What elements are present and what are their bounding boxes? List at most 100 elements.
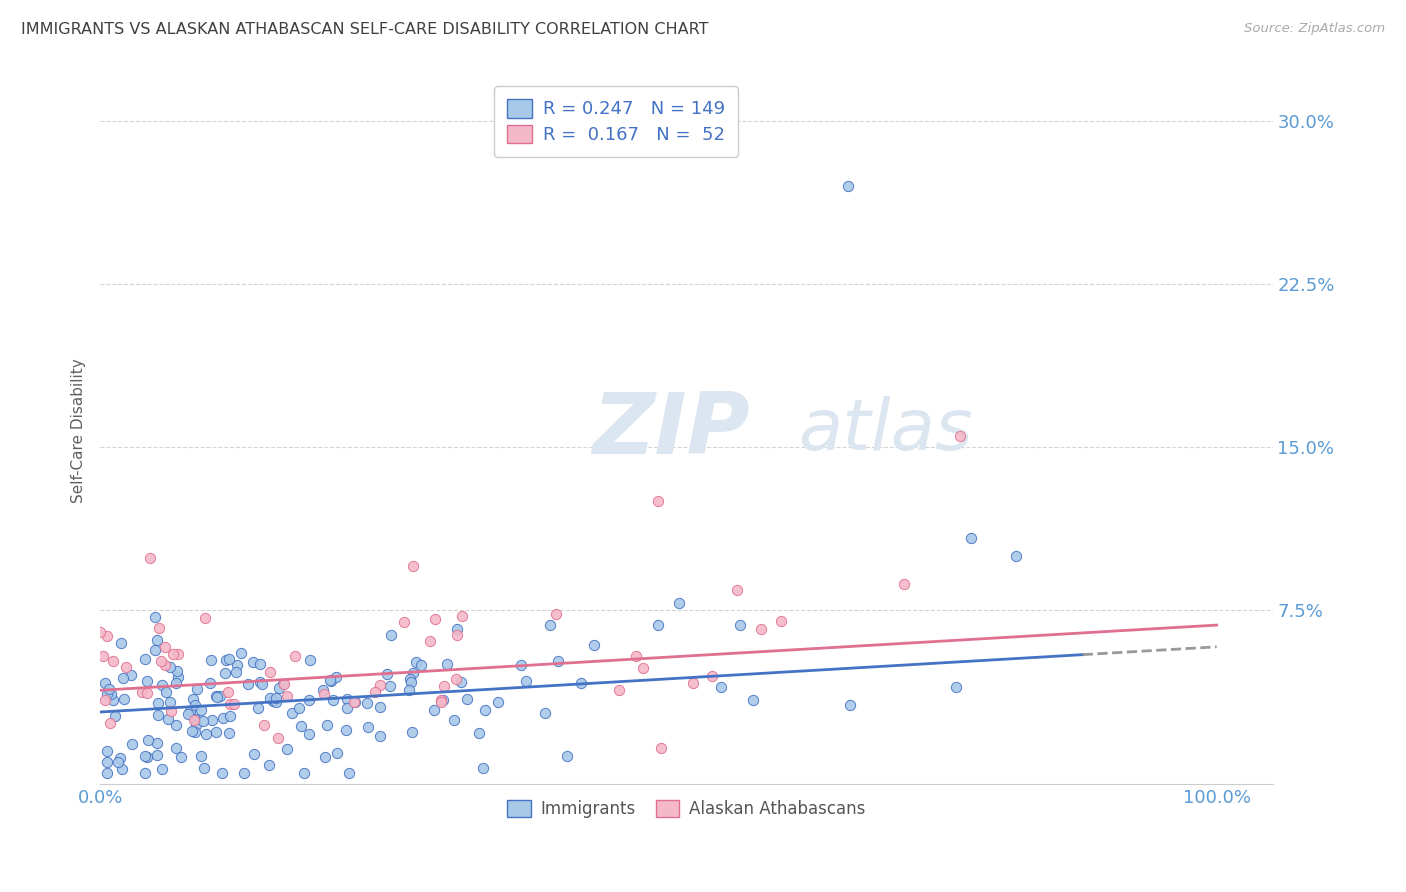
- Point: [143, 643, 166, 657]
- Point: [392, 615, 415, 629]
- Point: [159, 695, 181, 709]
- Point: [149, 654, 172, 668]
- Point: [312, 682, 335, 697]
- Point: [264, 695, 287, 709]
- Point: [288, 701, 311, 715]
- Point: [960, 531, 983, 545]
- Point: [91, 648, 114, 663]
- Point: [298, 727, 321, 741]
- Point: [510, 658, 533, 673]
- Point: [433, 679, 456, 693]
- Point: [193, 761, 215, 775]
- Point: [837, 179, 859, 194]
- Point: [200, 653, 222, 667]
- Point: [247, 701, 270, 715]
- Point: [839, 698, 862, 713]
- Point: [107, 755, 129, 769]
- Point: [281, 706, 304, 720]
- Point: [134, 765, 156, 780]
- Point: [233, 765, 256, 780]
- Point: [184, 698, 207, 713]
- Point: [217, 685, 239, 699]
- Point: [284, 649, 307, 664]
- Point: [607, 683, 630, 698]
- Point: [402, 559, 425, 574]
- Y-axis label: Self-Care Disability: Self-Care Disability: [72, 359, 86, 503]
- Point: [555, 749, 578, 764]
- Point: [135, 686, 157, 700]
- Point: [710, 680, 733, 694]
- Point: [290, 719, 312, 733]
- Point: [364, 685, 387, 699]
- Point: [298, 693, 321, 707]
- Point: [742, 693, 765, 707]
- Point: [949, 429, 972, 443]
- Point: [650, 740, 672, 755]
- Point: [325, 670, 347, 684]
- Point: [139, 551, 162, 566]
- Point: [259, 665, 281, 680]
- Point: [769, 615, 792, 629]
- Point: [730, 618, 752, 632]
- Point: [380, 628, 402, 642]
- Point: [214, 653, 236, 667]
- Point: [262, 693, 284, 707]
- Point: [749, 622, 772, 636]
- Point: [96, 755, 118, 769]
- Point: [165, 741, 187, 756]
- Point: [146, 747, 169, 762]
- Point: [368, 730, 391, 744]
- Text: atlas: atlas: [797, 396, 973, 465]
- Point: [631, 661, 654, 675]
- Point: [432, 693, 454, 707]
- Point: [179, 705, 201, 719]
- Point: [200, 676, 222, 690]
- Point: [190, 749, 212, 764]
- Point: [322, 692, 344, 706]
- Point: [316, 718, 339, 732]
- Point: [136, 749, 159, 764]
- Point: [166, 664, 188, 678]
- Point: [193, 714, 215, 728]
- Point: [112, 691, 135, 706]
- Point: [209, 690, 232, 704]
- Point: [266, 691, 288, 706]
- Point: [401, 675, 423, 690]
- Point: [145, 609, 167, 624]
- Point: [148, 708, 170, 723]
- Point: [145, 633, 167, 648]
- Point: [100, 687, 122, 701]
- Point: [186, 682, 208, 697]
- Point: [1004, 549, 1026, 563]
- Point: [222, 697, 245, 711]
- Point: [218, 726, 240, 740]
- Point: [430, 695, 453, 709]
- Point: [486, 695, 509, 709]
- Point: [257, 758, 280, 772]
- Point: [236, 677, 259, 691]
- Point: [273, 677, 295, 691]
- Point: [468, 726, 491, 740]
- Point: [271, 677, 294, 691]
- Point: [155, 685, 177, 699]
- Point: [194, 610, 217, 624]
- Point: [186, 718, 208, 732]
- Text: IMMIGRANTS VS ALASKAN ATHABASCAN SELF-CARE DISABILITY CORRELATION CHART: IMMIGRANTS VS ALASKAN ATHABASCAN SELF-CA…: [21, 22, 709, 37]
- Point: [184, 712, 207, 726]
- Point: [101, 693, 124, 707]
- Point: [252, 677, 274, 691]
- Point: [226, 658, 249, 673]
- Point: [446, 672, 468, 686]
- Point: [157, 712, 180, 726]
- Point: [378, 679, 401, 693]
- Point: [153, 640, 176, 655]
- Point: [344, 695, 367, 709]
- Point: [725, 583, 748, 598]
- Point: [218, 651, 240, 665]
- Point: [356, 697, 378, 711]
- Point: [893, 577, 915, 591]
- Point: [181, 692, 204, 706]
- Point: [456, 692, 478, 706]
- Point: [89, 625, 111, 640]
- Point: [276, 742, 298, 756]
